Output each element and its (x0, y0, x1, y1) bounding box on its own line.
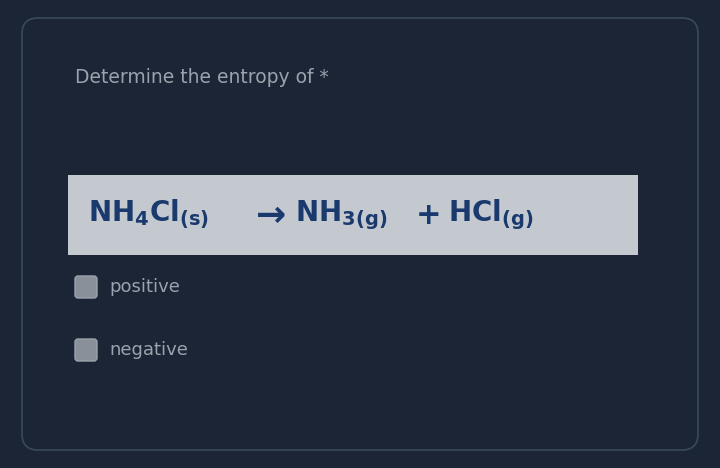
Text: $\mathbf{NH_4Cl_{(s)}}$: $\mathbf{NH_4Cl_{(s)}}$ (88, 197, 209, 232)
Text: Determine the entropy of *: Determine the entropy of * (75, 68, 329, 87)
Text: positive: positive (109, 278, 180, 296)
Text: negative: negative (109, 341, 188, 359)
FancyBboxPatch shape (75, 276, 97, 298)
Text: $\mathbf{HCl_{(g)}}$: $\mathbf{HCl_{(g)}}$ (448, 197, 534, 232)
Text: $\mathbf{+}$: $\mathbf{+}$ (415, 200, 439, 229)
Text: $\mathbf{\rightarrow}$: $\mathbf{\rightarrow}$ (248, 198, 286, 232)
FancyBboxPatch shape (68, 175, 638, 255)
FancyBboxPatch shape (22, 18, 698, 450)
Text: $\mathbf{NH_{3(g)}}$: $\mathbf{NH_{3(g)}}$ (295, 198, 387, 232)
FancyBboxPatch shape (75, 339, 97, 361)
